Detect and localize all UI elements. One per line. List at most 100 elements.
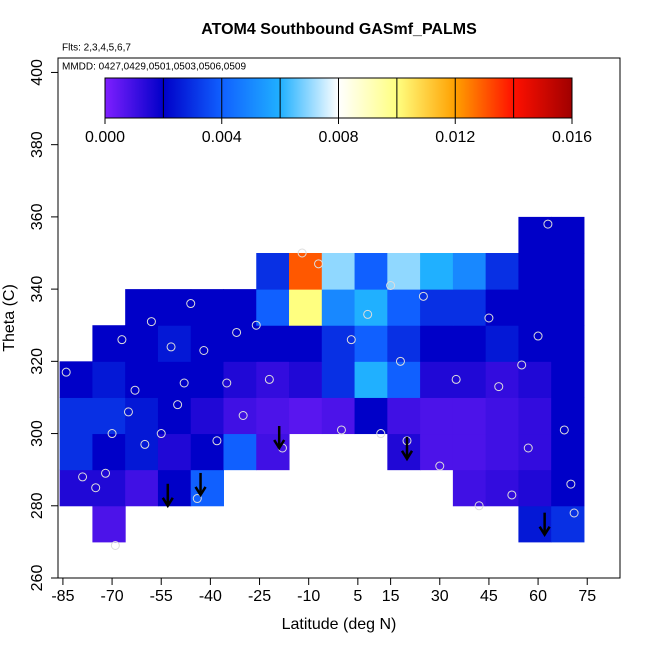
chart-title: ATOM4 Southbound GASmf_PALMS bbox=[201, 21, 477, 38]
sample-point bbox=[110, 541, 120, 550]
heat-cell bbox=[387, 253, 421, 290]
sample-point bbox=[451, 374, 461, 384]
y-tick-label: 300 bbox=[29, 420, 46, 447]
heat-cell bbox=[289, 253, 323, 290]
sample-point bbox=[363, 309, 373, 319]
heat-cell bbox=[92, 397, 126, 435]
y-tick-label: 340 bbox=[29, 276, 46, 303]
annotation: Flts: 2,3,4,5,6,7 bbox=[62, 43, 131, 54]
heat-cell bbox=[485, 361, 519, 398]
sample-point bbox=[146, 317, 156, 327]
sample-point bbox=[533, 331, 543, 341]
heat-cell bbox=[485, 325, 519, 362]
heat-cell bbox=[551, 505, 585, 543]
sample-point bbox=[346, 335, 356, 345]
arrow bbox=[194, 472, 207, 498]
arrow-head bbox=[400, 450, 414, 462]
heat-cell bbox=[59, 433, 93, 471]
sample-point bbox=[386, 281, 396, 290]
y-axis-label: Theta (C) bbox=[1, 284, 18, 352]
heat-cell bbox=[125, 289, 159, 326]
heat-cell bbox=[256, 289, 290, 326]
heat-cell bbox=[190, 325, 224, 362]
sample-point bbox=[566, 479, 576, 489]
sample-point bbox=[517, 360, 527, 370]
sample-point bbox=[543, 219, 553, 229]
heat-cell bbox=[452, 469, 487, 507]
heat-cell bbox=[92, 505, 126, 543]
heat-cell bbox=[551, 253, 585, 290]
sample-point bbox=[173, 400, 183, 410]
heat-cell bbox=[420, 253, 454, 290]
heat-cell bbox=[190, 361, 224, 398]
sample-point bbox=[418, 291, 428, 301]
heat-cell bbox=[452, 397, 487, 435]
heat-cell bbox=[420, 397, 454, 435]
heat-cell bbox=[256, 253, 290, 290]
heat-cell bbox=[485, 433, 519, 471]
heat-cell bbox=[157, 469, 192, 507]
heat-cell bbox=[289, 289, 323, 326]
heat-cell bbox=[321, 253, 356, 290]
sample-point bbox=[156, 429, 166, 439]
sample-point bbox=[166, 342, 176, 352]
arrow-head bbox=[194, 486, 207, 498]
annotation: MMDD: 0427,0429,0501,0503,0506,0509 bbox=[62, 62, 246, 73]
sample-point bbox=[212, 436, 222, 446]
heat-cell bbox=[551, 361, 585, 398]
sample-point bbox=[232, 327, 242, 337]
heat-cell bbox=[289, 361, 323, 398]
heat-cell bbox=[289, 397, 323, 435]
heat-cell bbox=[59, 397, 93, 435]
heat-cell bbox=[321, 361, 356, 398]
arrow-head bbox=[538, 526, 551, 538]
heat-cell bbox=[157, 325, 192, 362]
heat-cell bbox=[59, 469, 93, 507]
sample-point bbox=[186, 299, 196, 309]
x-tick-label: -40 bbox=[199, 588, 222, 605]
heat-cell bbox=[157, 397, 192, 435]
sample-point bbox=[251, 320, 261, 330]
heat-cell bbox=[223, 289, 257, 326]
heat-cell bbox=[485, 397, 519, 435]
arrow bbox=[538, 512, 551, 538]
heat-cell bbox=[452, 253, 487, 290]
sample-point bbox=[523, 443, 533, 453]
x-tick-label: -70 bbox=[101, 588, 124, 605]
arrow-head bbox=[273, 439, 286, 451]
colorbar-tick-label: 0.016 bbox=[552, 129, 592, 146]
heat-cell bbox=[551, 216, 585, 254]
sample-point bbox=[264, 374, 274, 384]
heat-cell bbox=[157, 289, 192, 326]
sample-point bbox=[569, 508, 579, 518]
heat-cell bbox=[420, 289, 454, 326]
sample-point bbox=[507, 490, 517, 500]
sample-point bbox=[78, 472, 88, 482]
heat-cell bbox=[354, 361, 388, 398]
sample-point bbox=[494, 382, 504, 392]
x-tick-label: 5 bbox=[353, 588, 362, 605]
heat-cell bbox=[256, 397, 290, 435]
sample-point bbox=[297, 248, 307, 258]
y-tick-label: 260 bbox=[29, 565, 46, 592]
heat-cell bbox=[518, 469, 552, 507]
sample-point bbox=[314, 259, 324, 269]
heat-cell bbox=[518, 216, 552, 254]
heat-cell bbox=[125, 469, 159, 507]
x-tick-label: -10 bbox=[297, 588, 320, 605]
x-tick-label: 45 bbox=[480, 588, 498, 605]
heat-cell bbox=[452, 433, 487, 471]
heat-cell bbox=[223, 433, 257, 471]
sample-point bbox=[179, 378, 189, 388]
sample-point bbox=[376, 429, 386, 439]
arrow bbox=[273, 426, 286, 451]
heat-cell bbox=[157, 433, 192, 471]
heat-cell bbox=[420, 433, 454, 471]
sample-point bbox=[395, 356, 405, 366]
heat-cell bbox=[420, 361, 454, 398]
sample-point bbox=[107, 429, 117, 439]
heat-cell bbox=[387, 397, 421, 435]
heat-cell bbox=[518, 505, 552, 543]
heat-cell bbox=[551, 325, 585, 362]
